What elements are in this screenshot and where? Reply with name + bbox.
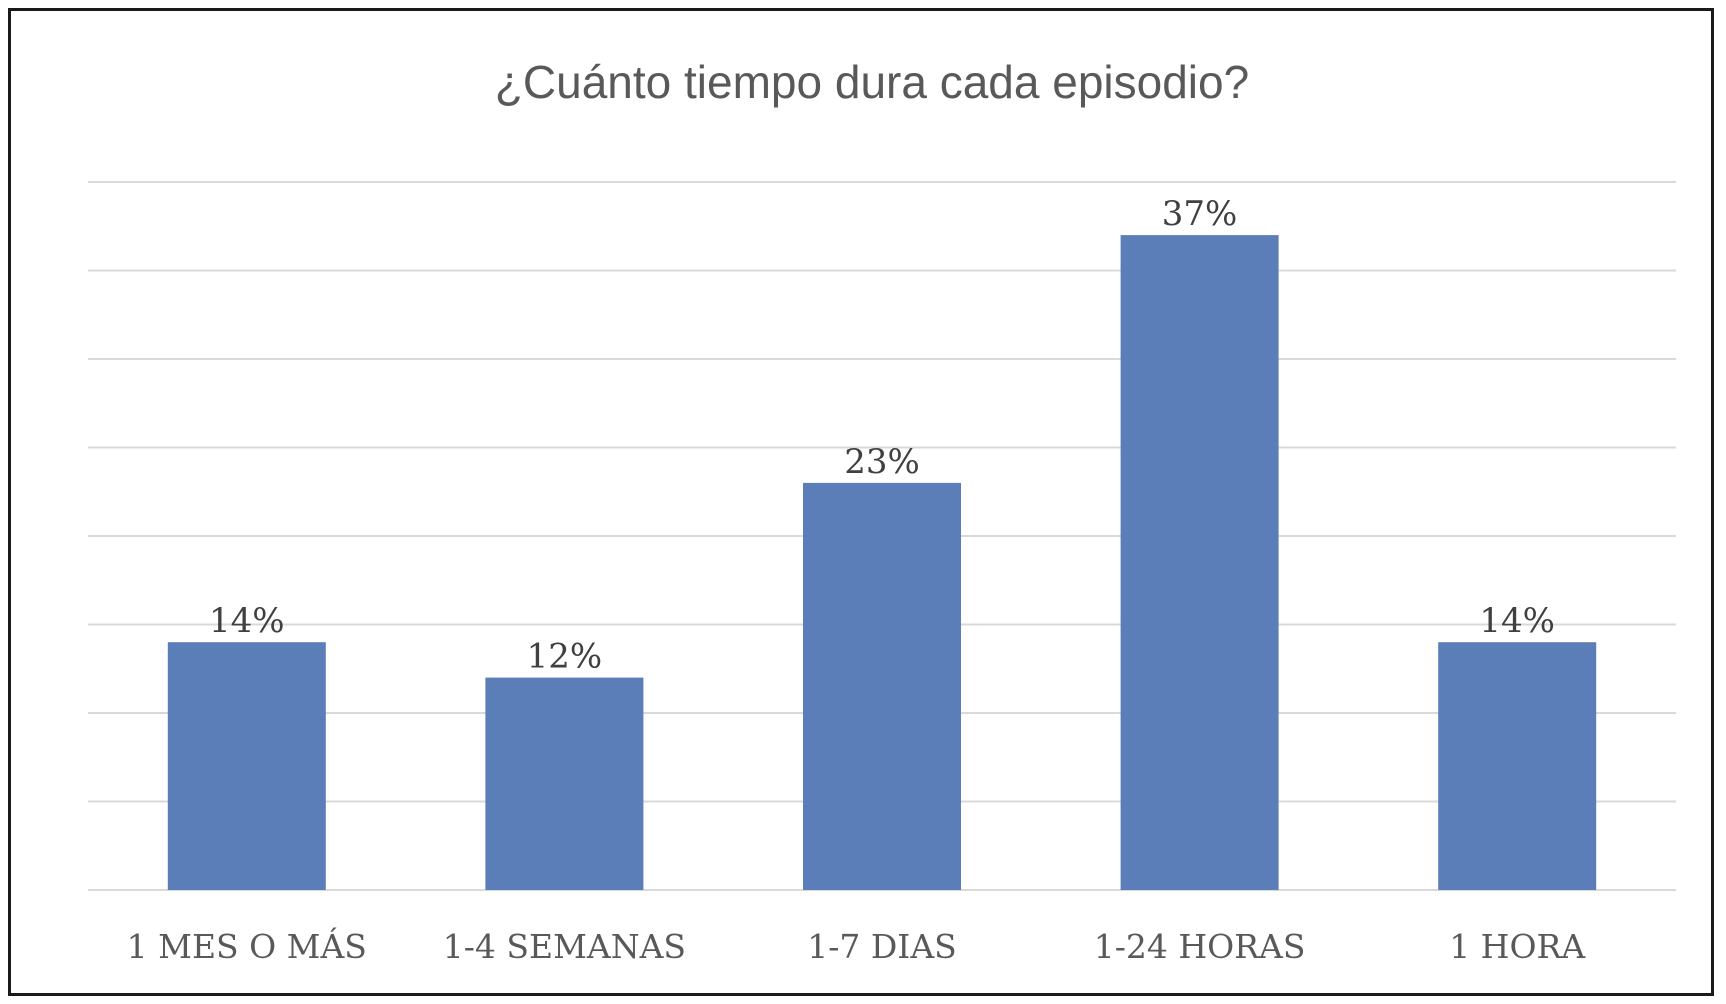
chart-title: ¿Cuánto tiempo dura cada episodio? — [495, 56, 1249, 108]
data-label: 37% — [1162, 194, 1238, 234]
x-tick-label: 1 MES O MÁS — [127, 926, 367, 966]
bar — [1120, 235, 1279, 891]
bar — [803, 482, 961, 890]
bar — [167, 642, 326, 890]
data-label: 14% — [1479, 601, 1555, 641]
x-tick-label: 1 HORA — [1449, 927, 1586, 966]
x-tick-label: 1-4 SEMANAS — [443, 927, 686, 966]
data-label: 23% — [844, 442, 920, 482]
data-labels: 14% 12% 23% 37% 14% — [209, 194, 1555, 676]
bar — [485, 677, 644, 890]
bars — [167, 235, 1597, 891]
gridlines — [88, 181, 1676, 891]
x-tick-label: 1-24 HORAS — [1094, 927, 1306, 966]
x-tick-label: 1-7 DIAS — [807, 927, 957, 966]
data-label: 14% — [209, 601, 285, 641]
data-label: 12% — [527, 637, 603, 677]
x-tick-labels: 1 MES O MÁS 1-4 SEMANAS 1-7 DIAS 1-24 HORAS… — [127, 926, 1587, 966]
bar — [1438, 642, 1597, 890]
